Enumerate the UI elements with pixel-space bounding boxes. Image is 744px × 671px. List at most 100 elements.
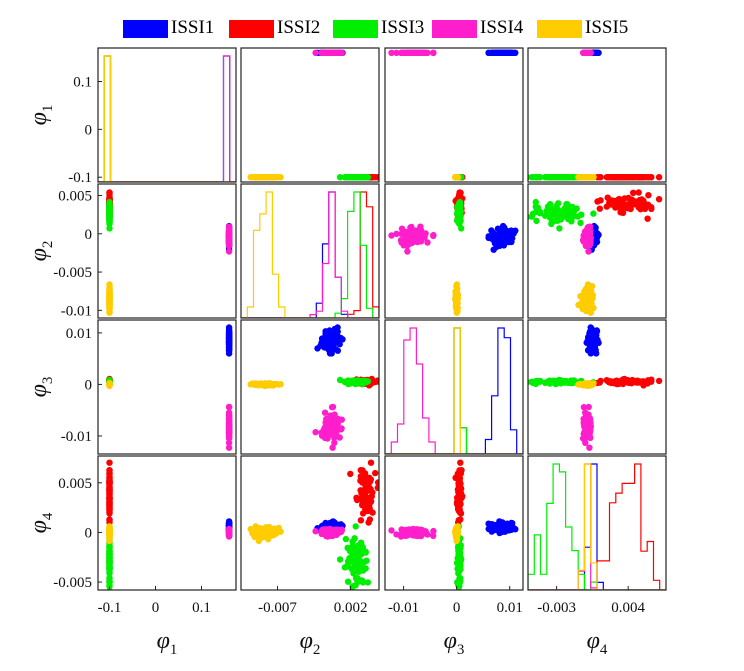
scatter-point-issi2 bbox=[618, 379, 626, 386]
y-axis-label: φ2 bbox=[26, 241, 56, 262]
scatter-point-issi3 bbox=[358, 577, 366, 584]
scatter-point-issi4 bbox=[407, 224, 414, 231]
scatter-point-issi2 bbox=[612, 201, 619, 208]
scatter-point-issi4 bbox=[579, 435, 587, 442]
panel-content bbox=[385, 327, 523, 454]
scatter-point-issi2 bbox=[455, 495, 462, 502]
scatter-point-issi1 bbox=[225, 521, 233, 528]
scatter-point-issi3 bbox=[550, 377, 558, 385]
scatter-point-issi2 bbox=[363, 495, 370, 502]
panel-r1-c1 bbox=[97, 47, 237, 183]
scatter-point-issi1 bbox=[321, 334, 329, 341]
scatter-point-issi4 bbox=[581, 49, 588, 56]
scatter-point-issi5 bbox=[277, 174, 284, 181]
scatter-point-issi3 bbox=[565, 215, 572, 223]
scatter-point-issi2 bbox=[106, 473, 113, 480]
scatter-point-issi4 bbox=[225, 409, 233, 416]
scatter-point-issi3 bbox=[454, 216, 461, 223]
scatter-point-issi3 bbox=[342, 535, 350, 543]
panel-content bbox=[106, 324, 233, 451]
x-axis-label: φ1 bbox=[157, 628, 178, 658]
scatter-point-issi4 bbox=[334, 49, 342, 56]
scatter-point-issi3 bbox=[344, 578, 352, 585]
x-tick-label: -0.01 bbox=[388, 600, 419, 616]
scatter-point-issi2 bbox=[616, 195, 623, 203]
scatter-point-issi4 bbox=[326, 525, 334, 533]
y-tick-label: -0.1 bbox=[68, 170, 92, 186]
x-tick-label: -0.1 bbox=[98, 600, 122, 616]
y-tick-label: 0 bbox=[85, 377, 93, 393]
scatter-point-issi2 bbox=[369, 509, 376, 516]
panel-r2-c2 bbox=[240, 183, 380, 319]
panel-frame bbox=[527, 47, 667, 183]
panel-r4-c2 bbox=[240, 455, 380, 591]
scatter-point-issi3 bbox=[336, 174, 344, 181]
scatter-point-issi2 bbox=[630, 377, 637, 385]
y-tick-label: 0 bbox=[85, 122, 93, 138]
scatter-point-issi4 bbox=[225, 233, 233, 240]
y-axis-label: φ1 bbox=[26, 105, 56, 126]
scatter-point-issi4 bbox=[581, 417, 588, 424]
scatter-point-issi3 bbox=[336, 556, 344, 563]
y-tick-label: 0 bbox=[85, 227, 93, 243]
scatter-point-issi5 bbox=[106, 381, 113, 388]
scatter-point-issi2 bbox=[606, 379, 613, 386]
scatter-point-issi4 bbox=[327, 417, 335, 424]
scatter-point-issi4 bbox=[424, 531, 431, 538]
scatter-point-issi3 bbox=[548, 219, 555, 226]
scatter-point-issi4 bbox=[225, 404, 233, 411]
scatter-point-issi1 bbox=[592, 49, 599, 56]
scatter-point-issi4 bbox=[430, 532, 437, 539]
scatter-point-issi3 bbox=[106, 216, 113, 223]
y-tick-label: 0.005 bbox=[58, 476, 92, 492]
scatter-point-issi4 bbox=[409, 525, 417, 533]
panel-frame bbox=[384, 319, 524, 455]
scatter-point-issi5 bbox=[453, 281, 461, 288]
scatter-point-issi5 bbox=[266, 380, 273, 388]
scatter-point-issi1 bbox=[592, 232, 599, 239]
scatter-point-issi3 bbox=[590, 210, 597, 217]
scatter-point-issi3 bbox=[357, 379, 365, 386]
scatter-point-issi3 bbox=[106, 225, 113, 232]
panel-r3-c2 bbox=[240, 319, 380, 455]
scatter-point-issi4 bbox=[430, 527, 437, 535]
scatter-point-issi2 bbox=[362, 502, 369, 509]
scatter-point-issi5 bbox=[582, 174, 589, 181]
scatter-point-issi4 bbox=[398, 239, 405, 246]
panel-content bbox=[241, 191, 379, 318]
scatter-point-issi5 bbox=[277, 528, 284, 535]
y-tick-label: 0.1 bbox=[73, 75, 92, 91]
scatter-point-issi3 bbox=[528, 379, 531, 386]
scatter-point-issi3 bbox=[106, 554, 113, 562]
scatter-point-issi4 bbox=[225, 434, 233, 442]
scatter-point-issi3 bbox=[573, 205, 580, 212]
scatter-point-issi5 bbox=[586, 381, 593, 388]
scatter-point-issi3 bbox=[534, 377, 542, 385]
scatter-point-issi3 bbox=[106, 561, 113, 569]
scatter-point-issi2 bbox=[106, 502, 113, 509]
scatter-point-issi3 bbox=[557, 174, 564, 181]
scatter-point-issi4 bbox=[329, 444, 336, 451]
scatter-point-issi4 bbox=[327, 49, 335, 56]
scatter-point-issi1 bbox=[225, 338, 233, 346]
scatter-point-issi2 bbox=[106, 459, 113, 466]
panel-frame bbox=[97, 47, 237, 183]
scatter-point-issi2 bbox=[655, 174, 663, 181]
scatter-point-issi4 bbox=[321, 531, 329, 538]
scatter-point-issi1 bbox=[332, 329, 339, 336]
scatter-point-issi2 bbox=[455, 507, 463, 515]
legend-swatch bbox=[123, 20, 168, 38]
scatter-point-issi4 bbox=[416, 49, 423, 56]
scatter-point-issi2 bbox=[655, 377, 663, 385]
scatter-point-issi3 bbox=[561, 205, 569, 212]
scatter-point-issi4 bbox=[225, 444, 233, 451]
panel-content bbox=[388, 189, 519, 316]
scatter-point-issi4 bbox=[337, 426, 345, 433]
y-tick-label: -0.005 bbox=[53, 265, 92, 281]
scatter-point-issi2 bbox=[457, 484, 464, 491]
scatter-point-issi2 bbox=[106, 484, 113, 491]
scatter-point-issi3 bbox=[536, 210, 544, 217]
scatter-point-issi2 bbox=[645, 192, 652, 199]
panel-content bbox=[528, 324, 663, 451]
